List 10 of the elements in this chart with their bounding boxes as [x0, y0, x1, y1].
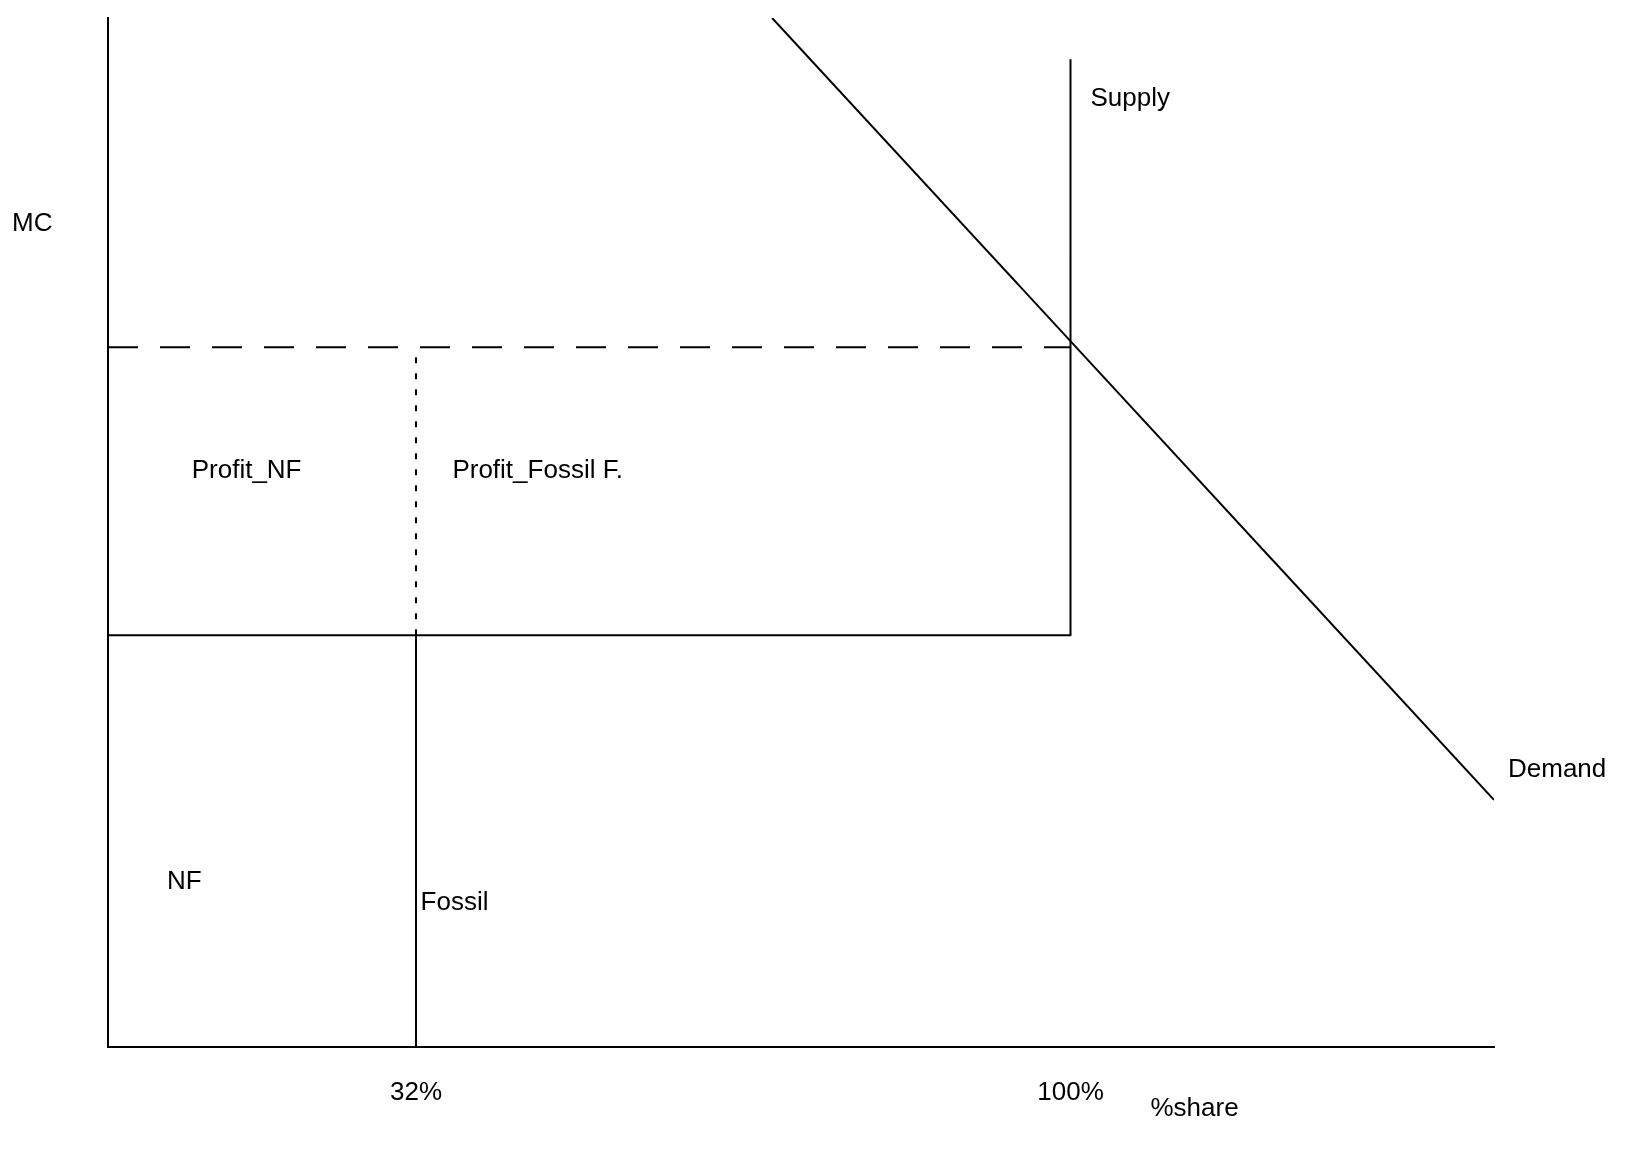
x-tick-label: 100% [1037, 1075, 1104, 1106]
annotation: Profit_NF [191, 453, 302, 484]
x-axis-title: %share [1150, 1091, 1239, 1122]
annotation: NF [166, 865, 202, 896]
annotation: Fossil [420, 885, 489, 916]
series-label: Supply [1090, 82, 1170, 113]
series-label: Demand [1508, 753, 1607, 784]
x-tick-label: 32% [389, 1075, 443, 1106]
annotation: Profit_Fossil F. [452, 453, 623, 484]
y-axis-title: MC [12, 206, 53, 237]
